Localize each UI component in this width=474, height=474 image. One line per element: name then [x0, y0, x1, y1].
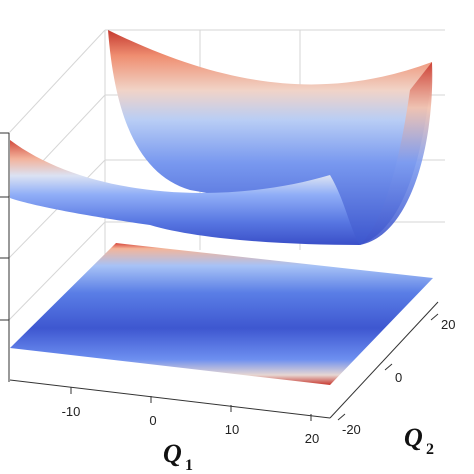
y-tick-label: -20 [342, 422, 361, 437]
svg-text:Q: Q [163, 439, 182, 468]
floor-projection [10, 243, 433, 385]
x-tick-label: 0 [149, 413, 156, 428]
svg-text:1: 1 [185, 457, 193, 474]
x-axis [9, 379, 331, 421]
x-axis-label: Q 1 [163, 439, 193, 474]
surface-right-edge [360, 62, 433, 245]
y-tick-label: 0 [395, 370, 402, 385]
surface-front-lip [10, 140, 360, 245]
x-tick-label: 20 [305, 431, 319, 446]
y-axis-label: Q 2 [404, 423, 434, 458]
svg-text:Q: Q [404, 423, 423, 452]
x-tick-label: -10 [62, 404, 81, 419]
y-tick-labels: -20 0 20 [342, 317, 455, 437]
x-tick-labels: -10 0 10 20 [62, 404, 320, 446]
x-tick-label: 10 [225, 422, 239, 437]
surface-back-wall [108, 30, 432, 245]
z-axis [0, 132, 10, 382]
y-axis [329, 301, 439, 421]
y-tick-label: 20 [441, 317, 455, 332]
svg-text:2: 2 [426, 441, 434, 458]
